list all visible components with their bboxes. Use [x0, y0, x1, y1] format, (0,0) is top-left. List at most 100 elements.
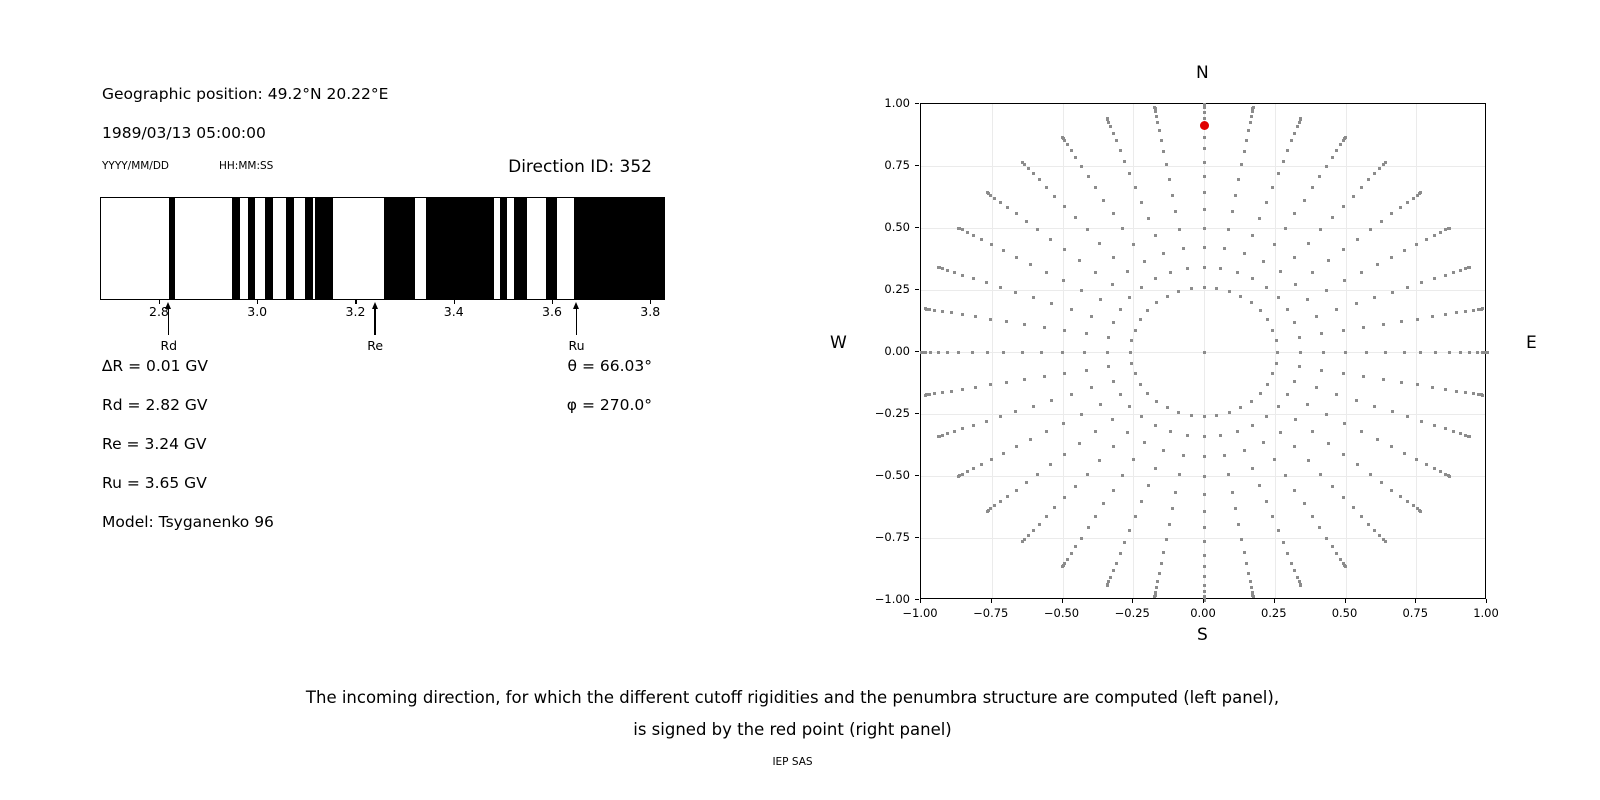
direction-grid-dot — [1373, 529, 1377, 533]
direction-grid-dot — [1447, 226, 1451, 230]
direction-grid-dot — [1240, 537, 1244, 541]
direction-grid-dot — [1239, 406, 1243, 410]
direction-grid-dot — [1314, 314, 1318, 318]
barcode-x-tick-label: 3.8 — [640, 304, 661, 319]
direction-grid-dot — [1325, 288, 1329, 292]
direction-grid-dot — [1202, 117, 1206, 121]
direction-grid-dot — [1368, 228, 1372, 232]
direction-grid-dot — [972, 423, 976, 427]
direction-grid-dot — [1098, 298, 1102, 302]
direction-grid-dot — [1249, 399, 1253, 403]
direction-grid-dot — [1094, 515, 1098, 519]
re-value: Re = 3.24 GV — [102, 435, 207, 453]
direction-grid-dot — [1290, 561, 1294, 565]
direction-grid-dot — [1223, 247, 1227, 251]
direction-grid-dot — [1318, 526, 1322, 530]
barcode-x-tick — [650, 300, 652, 304]
direction-grid-dot — [1109, 125, 1112, 129]
direction-grid-dot — [1390, 290, 1394, 294]
direction-grid-dot — [1398, 494, 1402, 498]
direction-grid-dot — [1134, 185, 1138, 189]
direction-grid-dot — [1094, 430, 1098, 434]
direction-grid-dot — [1279, 270, 1283, 274]
direction-grid-dot — [1044, 270, 1048, 274]
penumbra-forbidden-band — [305, 198, 314, 299]
penumbra-forbidden-band — [247, 198, 256, 299]
direction-grid-dot — [1123, 541, 1127, 545]
direction-grid-dot — [1063, 562, 1067, 565]
penumbra-forbidden-band — [426, 198, 494, 299]
direction-grid-dot — [1114, 139, 1118, 143]
direction-grid-dot — [1406, 200, 1410, 204]
phi-value: φ = 270.0° — [566, 396, 652, 414]
direction-grid-dot — [1341, 248, 1345, 252]
direction-grid-dot — [1154, 233, 1158, 237]
datetime-label: 1989/03/13 05:00:00 — [102, 124, 266, 142]
direction-grid-dot — [1378, 166, 1382, 170]
direction-grid-dot — [1314, 386, 1318, 390]
direction-grid-dot — [1001, 452, 1005, 456]
direction-grid-dot — [1063, 138, 1067, 142]
direction-grid-dot — [1086, 526, 1090, 530]
direction-grid-dot — [1390, 212, 1394, 216]
direction-grid-dot — [1452, 270, 1456, 274]
scatter-y-tick-label: 1.00 — [884, 95, 910, 110]
scatter-y-tick-label: −0.25 — [874, 405, 910, 420]
direction-grid-dot — [1202, 492, 1206, 496]
direction-grid-dot — [1331, 484, 1335, 488]
direction-grid-dot — [1219, 434, 1223, 438]
direction-grid-dot — [1042, 325, 1046, 329]
direction-grid-dot — [1459, 432, 1463, 436]
direction-grid-dot — [1085, 472, 1089, 476]
direction-grid-dot — [1202, 414, 1206, 418]
direction-grid-dot — [1154, 109, 1158, 113]
direction-grid-dot — [1146, 309, 1150, 313]
direction-grid-dot — [1111, 321, 1115, 325]
direction-grid-dot — [1026, 534, 1030, 537]
direction-grid-dot — [1044, 430, 1048, 434]
rigidity-arrow-stem — [168, 308, 170, 335]
direction-grid-dot — [1053, 194, 1057, 198]
direction-grid-dot — [1360, 270, 1364, 274]
direction-grid-dot — [1310, 430, 1314, 434]
rd-value: Rd = 2.82 GV — [102, 396, 208, 414]
direction-grid-dot — [1125, 430, 1129, 434]
direction-grid-dot — [1432, 423, 1436, 427]
direction-grid-dot — [1344, 350, 1347, 354]
direction-grid-dot — [984, 281, 988, 285]
direction-grid-dot — [1341, 496, 1345, 500]
direction-grid-dot — [1264, 415, 1268, 419]
direction-grid-dot — [923, 307, 927, 311]
direction-grid-dot — [1094, 185, 1098, 189]
direction-grid-dot — [1215, 413, 1219, 417]
direction-grid-dot — [1319, 228, 1323, 232]
direction-grid-dot — [1170, 193, 1174, 197]
direction-id-label: Direction ID: 352 — [508, 157, 652, 177]
gridline-horizontal — [921, 290, 1485, 291]
direction-grid-dot — [1090, 314, 1094, 318]
barcode-x-tick — [453, 300, 455, 304]
direction-grid-dot — [1424, 462, 1428, 466]
direction-grid-dot — [940, 310, 944, 314]
direction-grid-dot — [1036, 472, 1040, 476]
direction-grid-dot — [1079, 164, 1083, 168]
scatter-x-tick-label: −0.50 — [1043, 606, 1080, 620]
direction-grid-dot — [1154, 591, 1158, 595]
direction-grid-dot — [1276, 171, 1280, 175]
scatter-x-tick — [1061, 599, 1063, 603]
rigidity-arrow-label: Re — [367, 338, 384, 353]
direction-grid-dot — [1302, 198, 1306, 202]
direction-grid-dot — [1110, 283, 1114, 287]
direction-grid-dot — [1111, 488, 1115, 492]
direction-grid-dot — [923, 393, 927, 397]
direction-grid-dot — [1073, 216, 1077, 220]
direction-grid-dot — [1102, 502, 1106, 506]
direction-grid-dot — [1331, 216, 1335, 220]
direction-grid-dot — [1073, 484, 1077, 488]
direction-grid-dot — [1468, 350, 1472, 354]
direction-grid-dot — [1341, 204, 1345, 208]
direction-grid-dot — [1274, 339, 1278, 343]
direction-grid-dot — [1167, 177, 1171, 181]
direction-grid-dot — [965, 470, 969, 474]
